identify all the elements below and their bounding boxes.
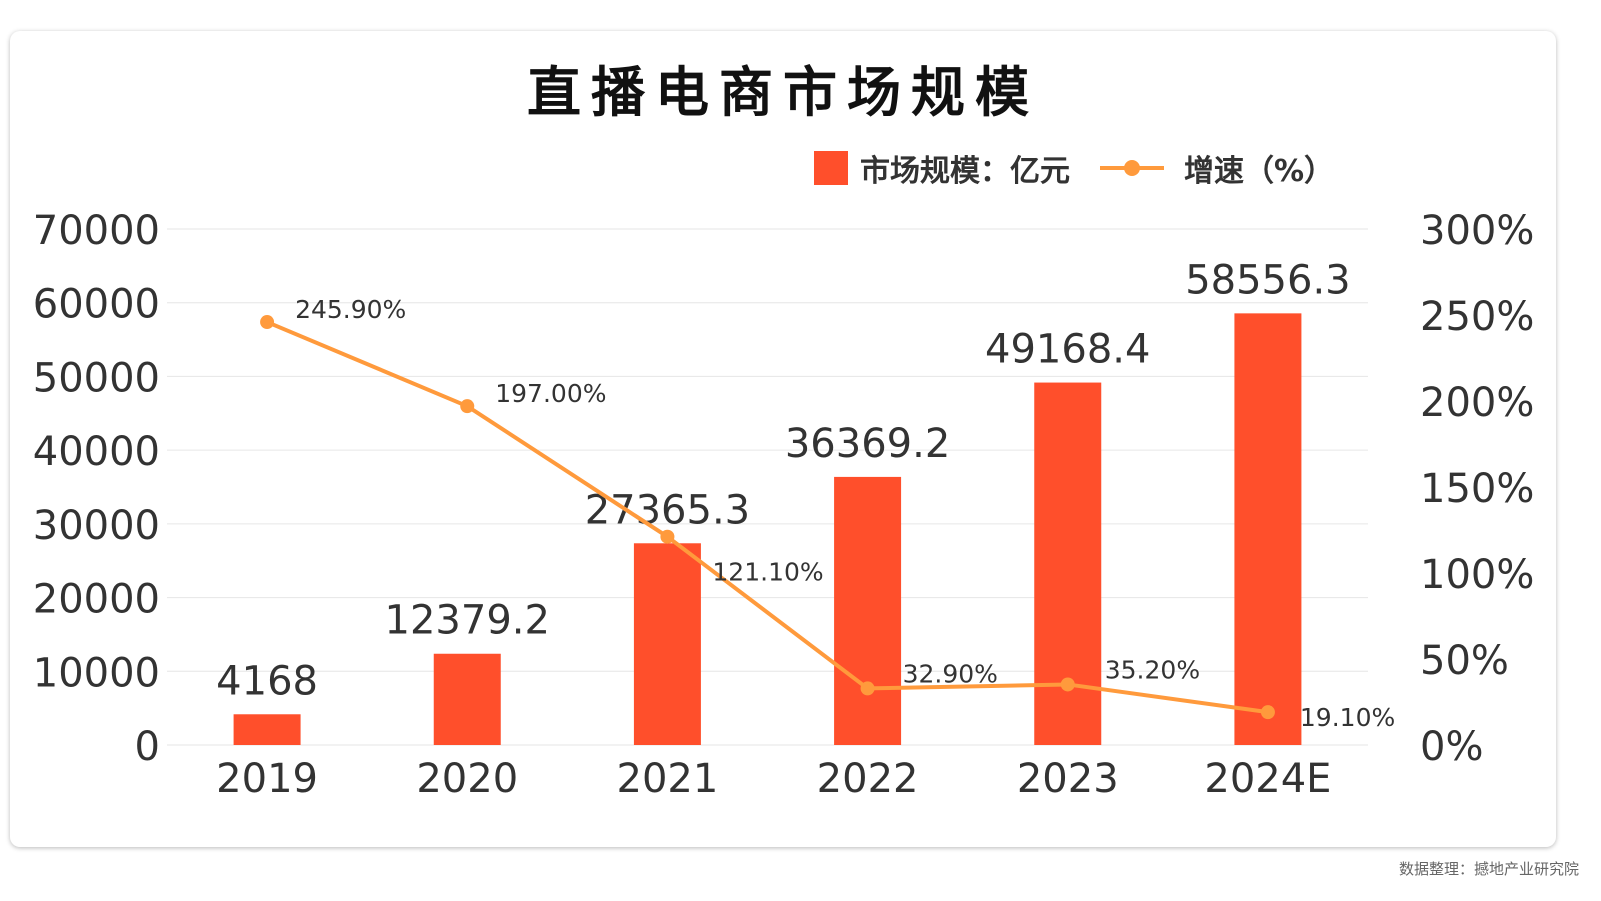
growth-value-label: 197.00%: [495, 379, 606, 408]
y-right-tick-label: 250%: [1420, 294, 1534, 340]
bar-value-label: 27365.3: [585, 487, 750, 533]
legend-bar-label: 市场规模：亿元: [860, 154, 1070, 189]
source-note: 数据整理：撼地产业研究院: [1398, 860, 1579, 878]
y-right-tick-label: 50%: [1420, 638, 1509, 684]
x-tick-label: 2019: [216, 756, 318, 802]
x-tick-label: 2023: [1017, 756, 1119, 802]
bar: [233, 714, 301, 745]
legend-line-marker: [1100, 151, 1164, 185]
y-right-tick-label: 150%: [1420, 466, 1534, 512]
x-tick-label: 2024E: [1204, 756, 1331, 802]
growth-value-label: 121.10%: [712, 558, 823, 587]
y-right-tick-label: 300%: [1420, 208, 1534, 254]
y-left-tick-label: 10000: [33, 650, 160, 696]
y-right-tick-label: 100%: [1420, 552, 1534, 598]
bar: [1234, 313, 1302, 745]
y-left-tick-label: 30000: [33, 503, 160, 549]
x-tick-label: 2021: [617, 756, 719, 802]
growth-point: [460, 399, 475, 414]
legend-line-label: 增速（%）: [1184, 154, 1335, 189]
growth-value-label: 32.90%: [903, 659, 998, 688]
x-tick-label: 2022: [817, 756, 919, 802]
growth-point: [660, 529, 675, 544]
y-left-tick-label: 50000: [33, 355, 160, 401]
growth-point: [1060, 677, 1075, 692]
y-left-tick-label: 20000: [33, 577, 160, 623]
legend-bar-swatch: [814, 151, 848, 185]
y-left-tick-label: 0: [135, 724, 160, 770]
x-tick-label: 2020: [416, 756, 518, 802]
y-left-tick-label: 70000: [33, 208, 160, 254]
y-left-tick-label: 40000: [33, 429, 160, 475]
growth-value-label: 35.20%: [1105, 655, 1200, 684]
bar: [834, 476, 902, 745]
y-right-tick-label: 200%: [1420, 380, 1534, 426]
growth-line: [266, 320, 1269, 715]
growth-value-label: 245.90%: [295, 295, 406, 324]
bar: [433, 653, 501, 745]
bar-value-label: 49168.4: [985, 327, 1150, 373]
bar-value-label: 36369.2: [785, 421, 950, 467]
bar-value-label: 12379.2: [385, 598, 550, 644]
bar: [633, 543, 701, 745]
chart-legend: 市场规模：亿元 增速（%）: [814, 146, 1334, 190]
growth-value-label: 19.10%: [1300, 703, 1395, 732]
growth-point: [860, 681, 875, 696]
growth-point: [260, 315, 275, 330]
growth-point: [1260, 705, 1275, 720]
y-left-tick-label: 60000: [33, 282, 160, 328]
bar-value-label: 4168: [216, 658, 318, 704]
y-right-tick-label: 0%: [1420, 724, 1483, 770]
chart-title: 直播电商市场规模: [527, 61, 1039, 124]
bar-value-label: 58556.3: [1185, 257, 1350, 303]
